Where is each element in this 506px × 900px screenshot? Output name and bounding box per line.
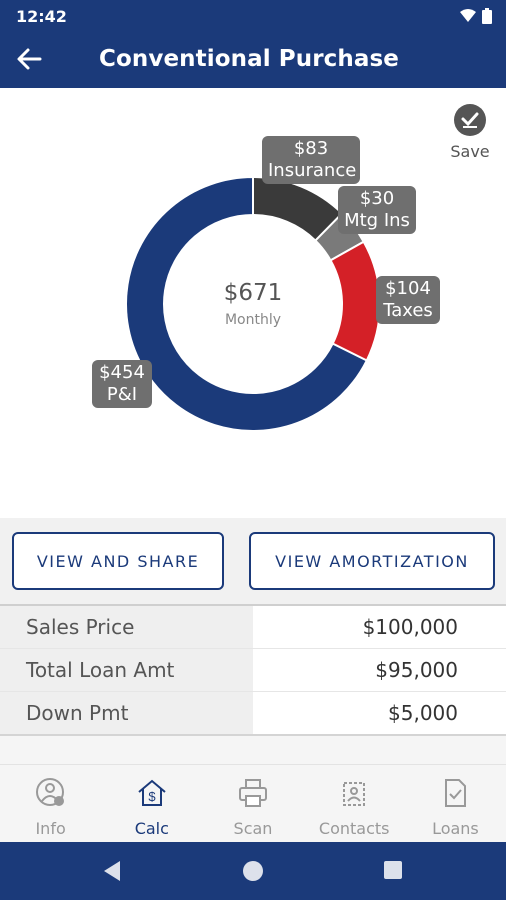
home-circle-icon[interactable] (242, 860, 264, 882)
table-row: Down Pmt $5,000 (0, 692, 506, 735)
back-button[interactable] (16, 46, 46, 74)
printer-icon (239, 779, 267, 807)
nav-item-loans[interactable]: Loans (405, 765, 506, 842)
view-and-share-button[interactable]: VIEW AND SHARE (12, 532, 224, 590)
house-dollar-icon: $ (138, 779, 166, 806)
nav-label: Contacts (318, 819, 390, 838)
slice-label: Taxes (383, 300, 433, 321)
slice-tag-pi: $454 P&I (92, 360, 152, 408)
slice-tag-taxes: $104 Taxes (376, 276, 440, 324)
table-row: Total Loan Amt $95,000 (0, 649, 506, 692)
svg-text:$: $ (148, 789, 156, 804)
monthly-label: Monthly (224, 312, 282, 328)
nav-label: Calc (134, 819, 169, 838)
document-check-icon (445, 779, 467, 807)
slice-value: $104 (385, 278, 431, 299)
row-label: Down Pmt (0, 692, 253, 734)
nav-label: Info (35, 819, 66, 838)
status-bar: 12:42 (0, 0, 506, 32)
slice-label: Mtg Ins (344, 210, 410, 231)
slice-label: P&I (106, 384, 138, 405)
status-time: 12:42 (16, 7, 67, 26)
info-person-icon (35, 778, 64, 806)
save-button[interactable]: Save (446, 104, 494, 161)
slice-value: $30 (359, 188, 395, 209)
nav-item-info[interactable]: Info (0, 765, 101, 842)
recents-square-icon[interactable] (383, 860, 403, 880)
row-value: $95,000 (253, 649, 506, 691)
nav-label: Loans (432, 819, 479, 838)
arrow-left-icon (17, 48, 42, 70)
table-row: Sales Price $100,000 (0, 606, 506, 649)
summary-table: Sales Price $100,000 Total Loan Amt $95,… (0, 604, 506, 735)
bottom-nav: Info $ Calc Scan Contacts Loans (0, 764, 506, 842)
status-icons (460, 8, 492, 24)
row-label: Total Loan Amt (0, 649, 253, 691)
nav-item-contacts[interactable]: Contacts (304, 765, 405, 842)
row-value: $5,000 (253, 692, 506, 734)
section-gap (0, 734, 506, 764)
save-label: Save (450, 142, 490, 161)
slice-tag-insurance: $83 Insurance (262, 136, 360, 184)
system-nav-bar (0, 842, 506, 900)
row-value: $100,000 (253, 606, 506, 648)
wifi-icon (460, 9, 476, 22)
slice-value: $454 (99, 362, 145, 383)
nav-item-calc[interactable]: $ Calc (101, 765, 202, 842)
page-title: Conventional Purchase (99, 46, 399, 72)
slice-value: $83 (293, 138, 329, 159)
monthly-total: $671 (223, 280, 283, 306)
save-check-icon (454, 104, 486, 136)
back-triangle-icon[interactable] (102, 860, 122, 882)
slice-label: Insurance (268, 160, 357, 181)
nav-item-scan[interactable]: Scan (202, 765, 303, 842)
slice-tag-mtg-ins: $30 Mtg Ins (338, 186, 416, 234)
donut-center: $671 Monthly (183, 280, 323, 328)
battery-icon (482, 8, 492, 24)
view-amortization-button[interactable]: VIEW AMORTIZATION (249, 532, 495, 590)
row-label: Sales Price (0, 606, 253, 648)
nav-label: Scan (233, 819, 273, 838)
contacts-icon (343, 782, 366, 806)
app-bar: Conventional Purchase (0, 32, 506, 88)
